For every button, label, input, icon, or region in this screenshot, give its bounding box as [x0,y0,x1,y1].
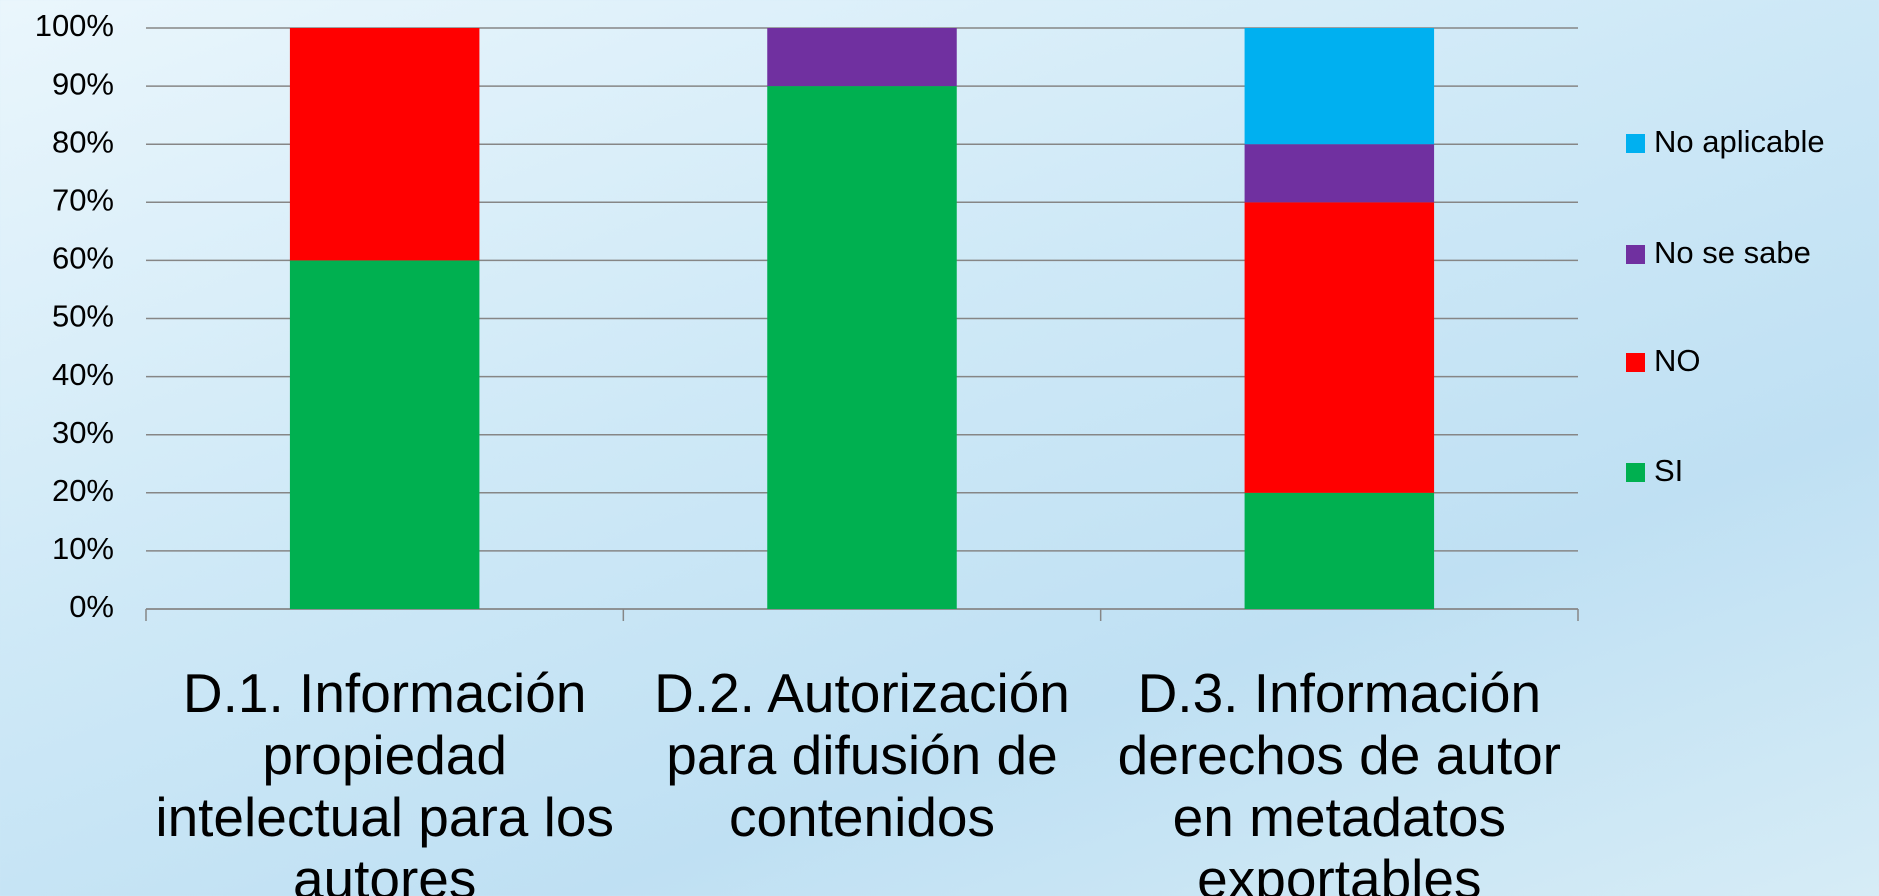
legend-label: No aplicable [1654,124,1825,159]
legend-swatch [1626,134,1645,153]
legend-swatch [1626,463,1645,482]
bar-segment [1244,28,1435,145]
bar-segment [767,86,957,610]
y-tick-label: 70% [52,182,114,217]
bar-segment [1244,492,1435,609]
y-tick-label: 20% [52,473,114,508]
y-tick-label: 10% [52,531,114,566]
legend-swatch [1626,245,1645,264]
bar-segment [1244,144,1435,203]
y-tick-label: 30% [52,415,114,450]
x-tick-label: D.1. Información propiedad intelectual p… [155,662,614,896]
legend-label: NO [1654,343,1701,378]
y-tick-label: 100% [35,8,114,43]
bar-segment [289,28,480,261]
x-tick-label: D.3. Información derechos de autor en me… [1117,662,1561,896]
y-tick-label: 80% [52,124,114,159]
bar-segment [289,260,480,609]
legend-label: No se sabe [1654,235,1811,270]
y-tick-label: 60% [52,241,114,276]
y-tick-label: 90% [52,66,114,101]
legend-swatch [1626,353,1645,372]
bar-segment [1244,202,1435,493]
y-tick-label: 40% [52,357,114,392]
legend-label: SI [1654,453,1683,488]
y-tick-label: 50% [52,299,114,334]
x-tick-label: D.2. Autorización para difusión de conte… [654,662,1070,848]
bar-segment [767,28,957,87]
y-tick-label: 0% [69,589,114,624]
